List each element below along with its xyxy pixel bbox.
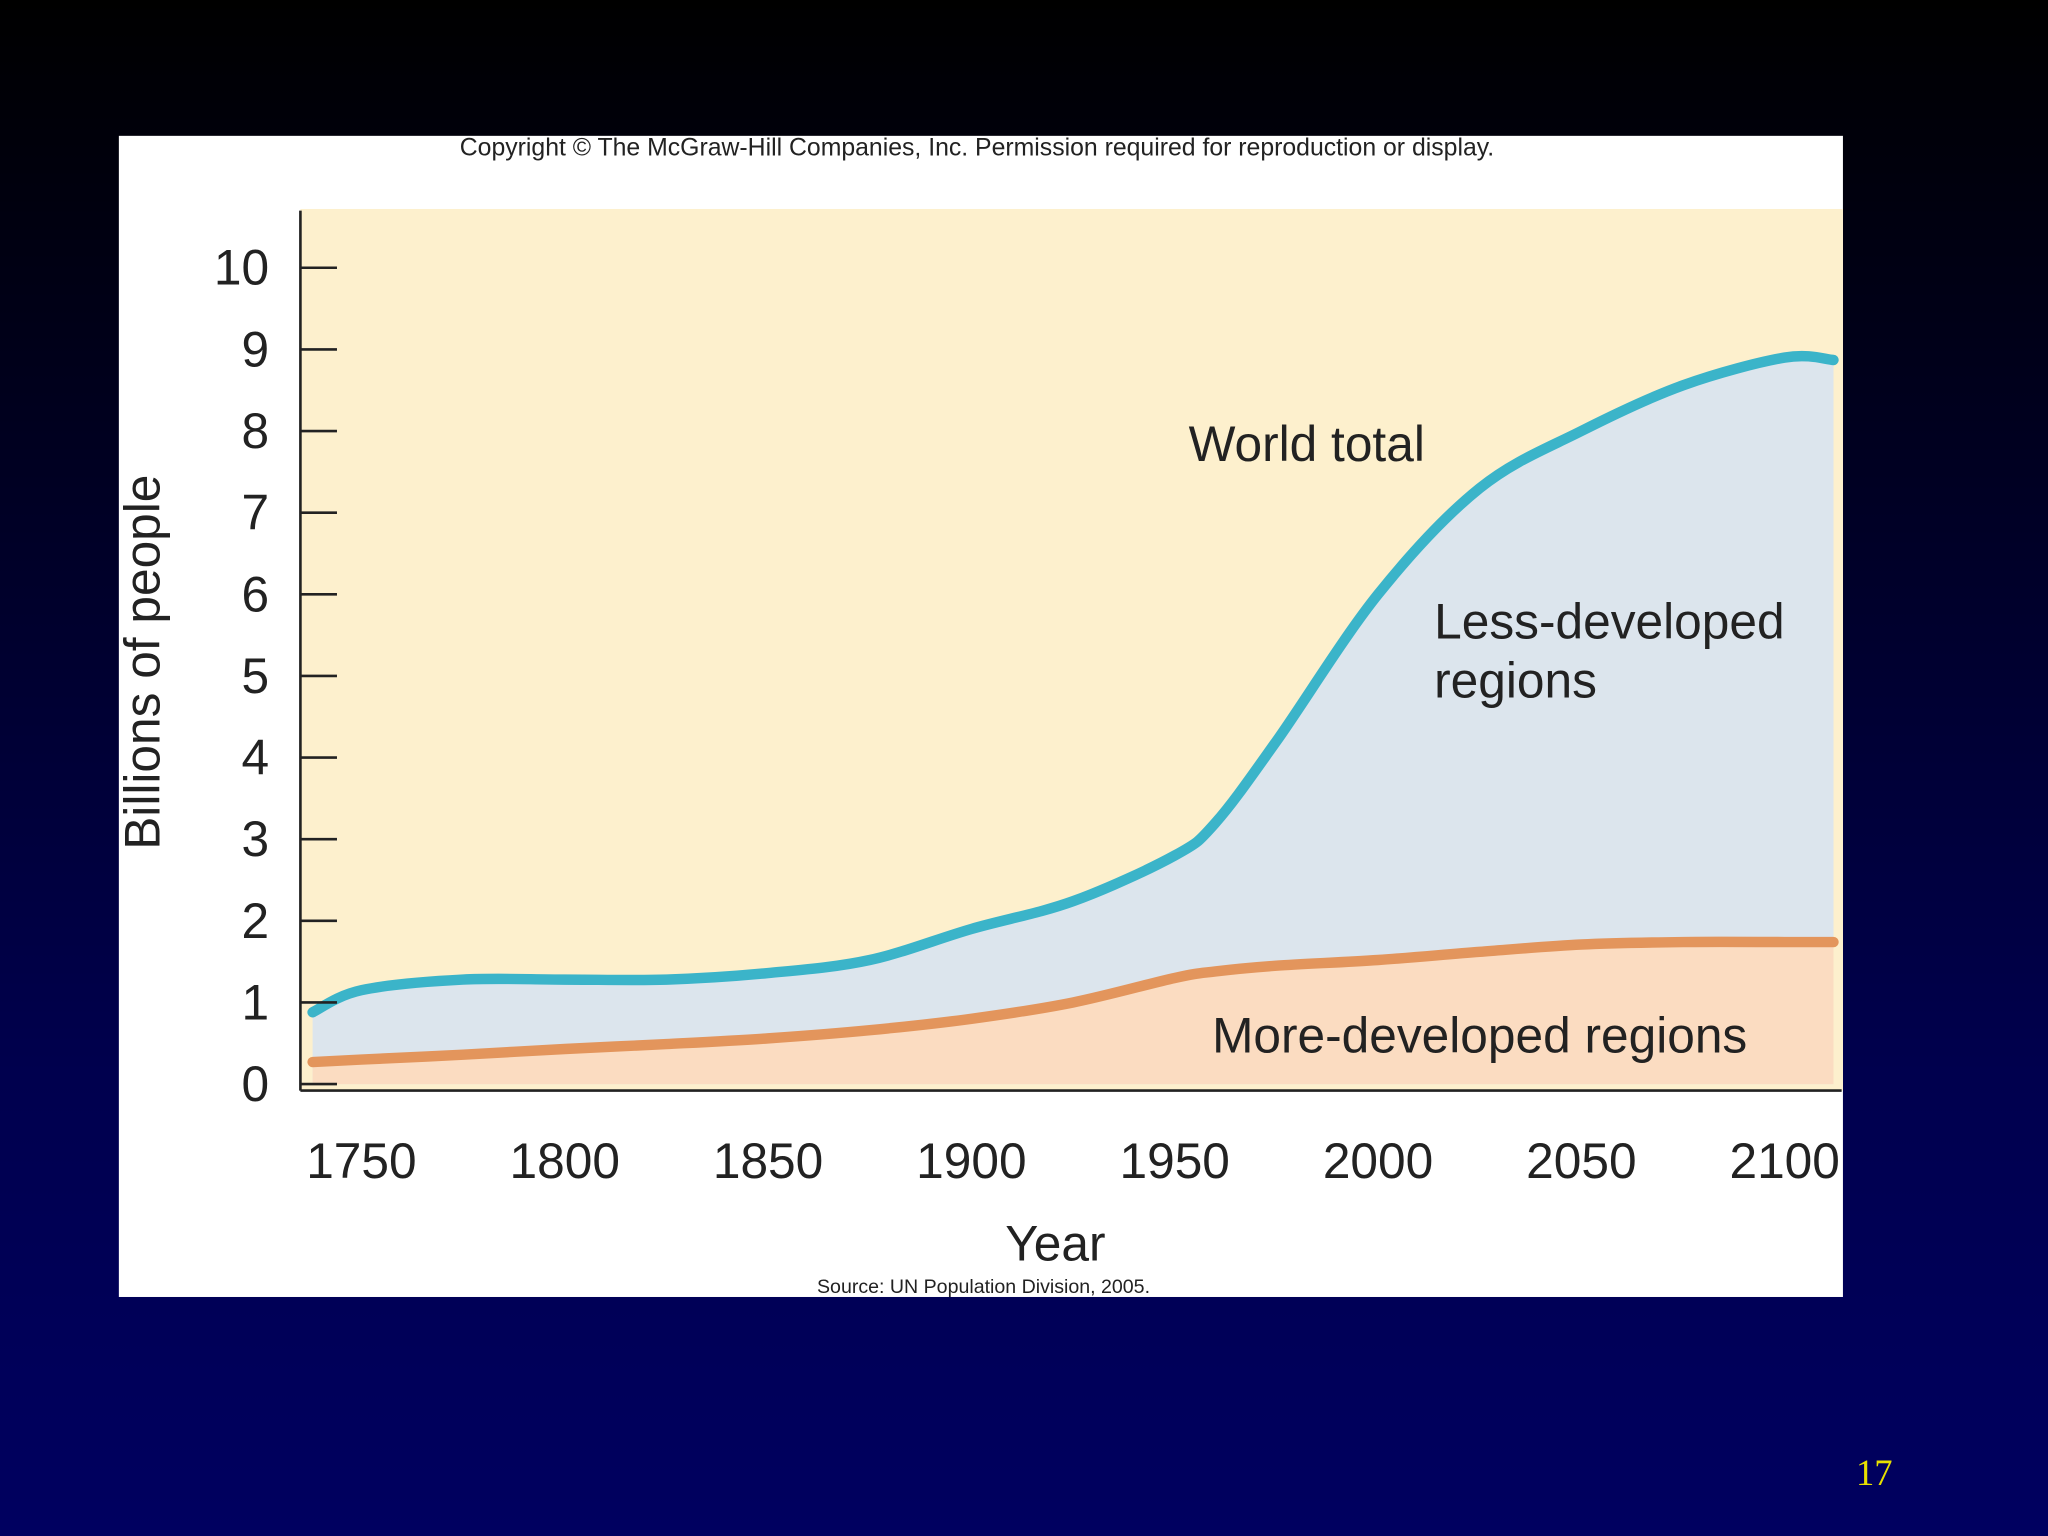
copyright: Copyright © The McGraw-Hill Companies, I… xyxy=(460,134,1494,161)
area-fill xyxy=(312,941,1834,1085)
area-fill xyxy=(312,356,1834,1085)
y-tick-label: 10 xyxy=(214,240,269,296)
x-tick-label: 2050 xyxy=(1526,1133,1636,1189)
y-tick-label: 0 xyxy=(241,1056,269,1112)
y-axis-title: Billions of people xyxy=(114,475,170,850)
y-tick-label: 4 xyxy=(241,730,269,786)
slide-number: 17 xyxy=(1856,1452,1893,1493)
annotation: Less-developed regions xyxy=(1434,595,1785,710)
annotation-box: Less-developed regions xyxy=(1434,595,1785,710)
y-tick-label: 6 xyxy=(241,566,269,622)
y-tick-label: 5 xyxy=(241,648,269,704)
series-line xyxy=(307,936,1839,1068)
x-tick-label: 1850 xyxy=(713,1133,823,1189)
series-label: World total xyxy=(1189,416,1425,472)
series-line xyxy=(307,350,1839,1018)
x-tick-label: 1750 xyxy=(306,1133,416,1189)
source: Source: UN Population Division, 2005. xyxy=(817,1276,1150,1298)
x-tick-label: 1950 xyxy=(1120,1133,1230,1189)
x-tick-label: 1900 xyxy=(916,1133,1026,1189)
series-label: More-developed regions xyxy=(1212,1008,1747,1064)
x-tick-label: 2000 xyxy=(1323,1133,1433,1189)
x-tick-label: 2100 xyxy=(1729,1133,1839,1189)
y-tick-label: 2 xyxy=(241,893,269,949)
y-tick-label: 1 xyxy=(241,974,269,1030)
plot: 0 1 2 3 4 5 6 7 8 9 10 1750 1800 1850 1900 1950 2000 2050… xyxy=(214,210,1842,1189)
x-tick-label: 1800 xyxy=(510,1133,620,1189)
y-tick-label: 8 xyxy=(241,403,269,459)
y-tick-label: 3 xyxy=(241,811,269,867)
y-tick-label: 9 xyxy=(241,321,269,377)
x-axis-title: Year xyxy=(1005,1215,1105,1271)
y-tick-label: 7 xyxy=(241,485,269,541)
